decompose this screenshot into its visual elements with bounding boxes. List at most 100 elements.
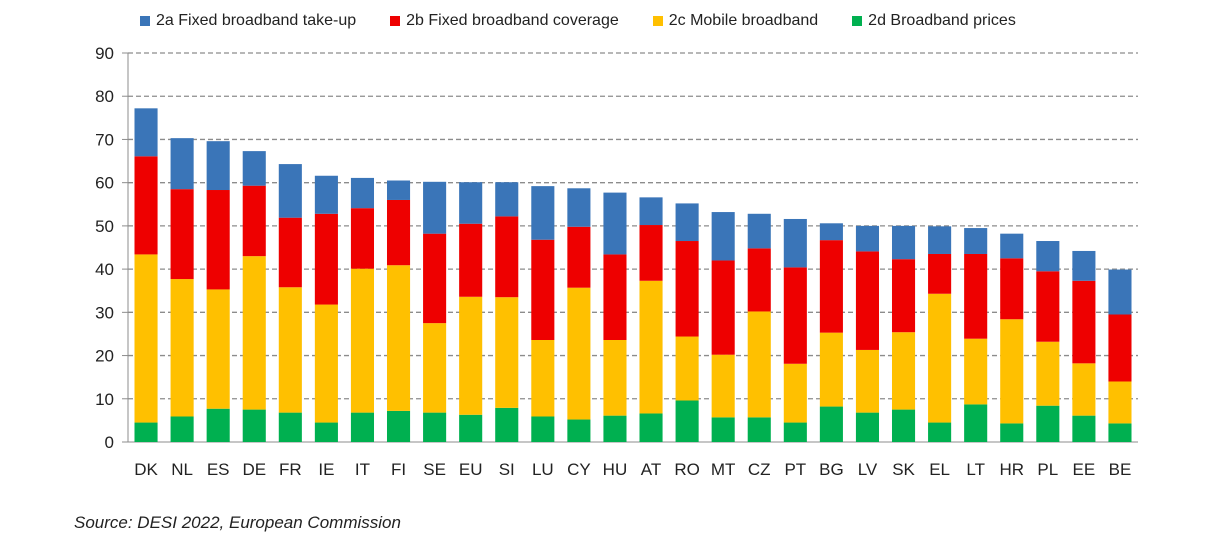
bar-el-series-3: [928, 226, 952, 254]
bar-ee-series-2: [1072, 280, 1096, 364]
bar-cz-series-3: [747, 213, 771, 249]
bar-eu-series-1: [459, 296, 483, 415]
legend-item-broadband-prices: 2d Broadband prices: [852, 12, 1016, 30]
bar-de-series-3: [242, 151, 266, 186]
source-note: Source: DESI 2022, European Commission: [74, 513, 401, 532]
x-tick-label-mt: MT: [711, 460, 736, 479]
bar-it-series-3: [350, 177, 375, 209]
bar-pt-series-2: [783, 267, 807, 364]
bar-lu-series-2: [531, 239, 555, 340]
bar-sk-series-2: [891, 259, 916, 333]
bar-it-series-0: [350, 412, 375, 442]
legend-label-fixed-broadband-coverage: 2b Fixed broadband coverage: [406, 12, 619, 29]
bar-lu-series-0: [531, 416, 555, 442]
legend-swatch-fixed-broadband-coverage: [390, 16, 401, 26]
bar-nl-series-2: [170, 189, 194, 280]
bar-cy-series-2: [567, 226, 591, 288]
x-tick-label-cz: CZ: [748, 460, 771, 479]
bar-eu-series-0: [459, 414, 483, 442]
x-tick-label-it: IT: [355, 460, 370, 479]
legend-label-broadband-prices: 2d Broadband prices: [868, 12, 1016, 29]
bar-si-series-0: [495, 407, 519, 442]
bar-sk-series-1: [891, 332, 916, 410]
bar-fr-series-0: [278, 412, 302, 442]
y-tick-label-50: 50: [95, 217, 114, 236]
bar-sk-series-0: [891, 409, 916, 442]
legend-swatch-mobile-broadband: [652, 16, 663, 26]
bar-pt-series-1: [783, 363, 807, 423]
bar-lu-series-3: [531, 186, 555, 240]
bar-hu-series-1: [603, 339, 627, 416]
y-tick-label-60: 60: [95, 174, 114, 193]
x-tick-label-de: DE: [242, 460, 266, 479]
bar-mt-series-2: [711, 260, 735, 355]
x-tick-label-bg: BG: [819, 460, 844, 479]
y-tick-label-10: 10: [95, 390, 114, 409]
bar-mt-series-1: [711, 354, 735, 418]
legend-label-fixed-broadband-take-up: 2a Fixed broadband take-up: [156, 12, 357, 29]
bar-nl-series-1: [170, 279, 194, 417]
bar-bg-series-3: [819, 223, 843, 241]
bar-it-series-1: [350, 268, 375, 413]
bar-hr-series-2: [1000, 258, 1024, 320]
bar-fi-series-0: [386, 410, 411, 442]
bar-ie-series-2: [314, 213, 338, 305]
x-tick-label-nl: NL: [171, 460, 193, 479]
bar-fr-series-2: [278, 217, 302, 288]
bar-lv-series-3: [855, 225, 880, 252]
bar-dk-series-0: [134, 422, 158, 442]
x-tick-label-pt: PT: [784, 460, 806, 479]
bar-ie-series-1: [314, 304, 338, 423]
bar-bg-series-0: [819, 406, 843, 442]
y-tick-label-30: 30: [95, 303, 114, 322]
bar-de-series-0: [242, 409, 266, 442]
bar-pt-series-3: [783, 218, 807, 268]
x-tick-label-sk: SK: [892, 460, 915, 479]
bar-de-series-1: [242, 256, 266, 410]
bar-pt-series-0: [783, 422, 807, 442]
bar-fi-series-1: [386, 265, 411, 411]
bar-hu-series-3: [603, 192, 627, 255]
bar-eu-series-2: [459, 223, 483, 297]
y-tick-label-70: 70: [95, 130, 114, 149]
bar-ro-series-3: [675, 203, 699, 242]
bar-ee-series-1: [1072, 363, 1096, 416]
bar-sk-series-3: [891, 225, 916, 260]
bar-be-series-2: [1108, 314, 1132, 382]
bar-es-series-1: [206, 289, 230, 409]
bar-at-series-1: [639, 280, 663, 414]
bar-ee-series-0: [1072, 415, 1096, 442]
bar-eu-series-3: [459, 182, 483, 224]
y-tick-label-40: 40: [95, 260, 114, 279]
bar-de-series-2: [242, 185, 266, 257]
legend-item-fixed-broadband-coverage: 2b Fixed broadband coverage: [390, 12, 619, 30]
bar-be-series-1: [1108, 381, 1132, 424]
y-tick-label-20: 20: [95, 347, 114, 366]
bar-dk-series-3: [134, 108, 158, 157]
x-tick-label-pl: PL: [1037, 460, 1058, 479]
x-tick-label-ee: EE: [1073, 460, 1096, 479]
x-tick-label-si: SI: [499, 460, 515, 479]
x-tick-label-fi: FI: [391, 460, 406, 479]
bar-pl-series-0: [1036, 405, 1060, 442]
bar-nl-series-3: [170, 138, 194, 190]
bar-cy-series-1: [567, 287, 591, 420]
legend-label-mobile-broadband: 2c Mobile broadband: [668, 12, 819, 29]
bar-fr-series-1: [278, 287, 302, 413]
bar-mt-series-3: [711, 212, 735, 261]
bar-pl-series-2: [1036, 271, 1060, 342]
bar-lu-series-1: [531, 339, 555, 417]
bar-at-series-0: [639, 413, 663, 442]
bar-se-series-0: [423, 412, 447, 442]
bar-hr-series-1: [1000, 319, 1024, 424]
legend-swatch-broadband-prices: [852, 16, 863, 26]
x-tick-label-at: AT: [641, 460, 661, 479]
bar-el-series-0: [928, 422, 952, 442]
bar-se-series-1: [423, 323, 447, 413]
bar-cz-series-2: [747, 248, 771, 312]
bar-cz-series-0: [747, 417, 771, 442]
bar-dk-series-2: [134, 156, 158, 255]
bar-at-series-3: [639, 197, 663, 226]
bar-nl-series-0: [170, 416, 194, 442]
bar-es-series-0: [206, 408, 230, 442]
